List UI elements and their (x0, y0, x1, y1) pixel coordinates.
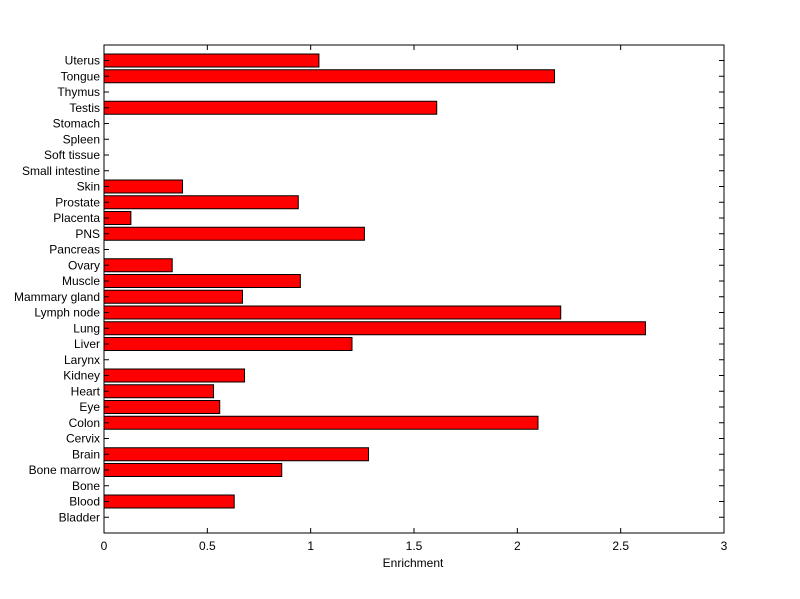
bar (103, 305, 562, 320)
bar (103, 69, 556, 84)
y-tick-label: Cervix (66, 432, 100, 446)
bar (103, 195, 299, 210)
y-tick-label: Eye (79, 400, 100, 414)
bar (103, 447, 370, 462)
bar (103, 321, 646, 336)
y-tick-label: Ovary (68, 258, 100, 272)
x-tick-label: 1.5 (406, 539, 423, 553)
y-tick-label: Larynx (64, 353, 100, 367)
y-tick-label: Skin (77, 180, 100, 194)
x-tick-group: 0 0.5 1 1.5 2 2.5 3 (101, 45, 728, 553)
bar (103, 384, 215, 399)
x-tick-label: 2 (514, 539, 521, 553)
y-tick-label: PNS (75, 227, 100, 241)
x-tick-label: 3 (721, 539, 728, 553)
y-tick-label: Blood (69, 495, 100, 509)
y-tick-label: Lung (73, 321, 100, 335)
bar (103, 289, 243, 304)
x-tick-label: 0 (101, 539, 108, 553)
y-tick-label: Colon (69, 416, 100, 430)
bar (103, 226, 365, 241)
bar (103, 274, 301, 288)
x-tick-label: 2.5 (612, 539, 629, 553)
y-tick-label: Bone marrow (29, 463, 101, 477)
y-tick-label: Soft tissue (44, 148, 100, 162)
y-tick-label: Thymus (57, 85, 100, 99)
bar (103, 415, 539, 430)
x-tick-label: 1 (307, 539, 314, 553)
bar (103, 53, 320, 68)
y-tick-label: Pancreas (49, 243, 100, 257)
bar (103, 179, 184, 194)
y-tick-label: Muscle (62, 274, 100, 288)
bar (103, 337, 353, 351)
bars-group (103, 53, 646, 509)
y-tick-label: Mammary gland (14, 290, 100, 304)
y-tick-label: Small intestine (22, 164, 100, 178)
y-tick-label: Brain (72, 447, 100, 461)
y-tick-label: Uterus (65, 54, 100, 68)
y-tick-label: Bone (72, 479, 100, 493)
x-axis-label: Enrichment (383, 556, 444, 570)
y-tick-label: Heart (71, 384, 101, 398)
bar (103, 400, 221, 414)
x-tick-label: 0.5 (199, 539, 216, 553)
bar (103, 494, 235, 509)
plot-frame (103, 44, 725, 534)
y-tick-label: Bladder (59, 510, 100, 524)
y-tick-label: Prostate (55, 195, 100, 209)
y-tick-label: Kidney (63, 369, 100, 383)
y-tick-label: Testis (69, 101, 100, 115)
y-tick-label: Stomach (53, 117, 100, 131)
y-tick-label: Spleen (63, 132, 100, 146)
bar (103, 258, 173, 273)
bar (103, 463, 283, 477)
y-tick-label: Placenta (53, 211, 100, 225)
bar (103, 368, 246, 383)
y-tick-label: Liver (74, 337, 100, 351)
y-tick-label: Lymph node (34, 306, 100, 320)
bar (103, 100, 438, 115)
y-tick-label: Tongue (61, 69, 101, 83)
